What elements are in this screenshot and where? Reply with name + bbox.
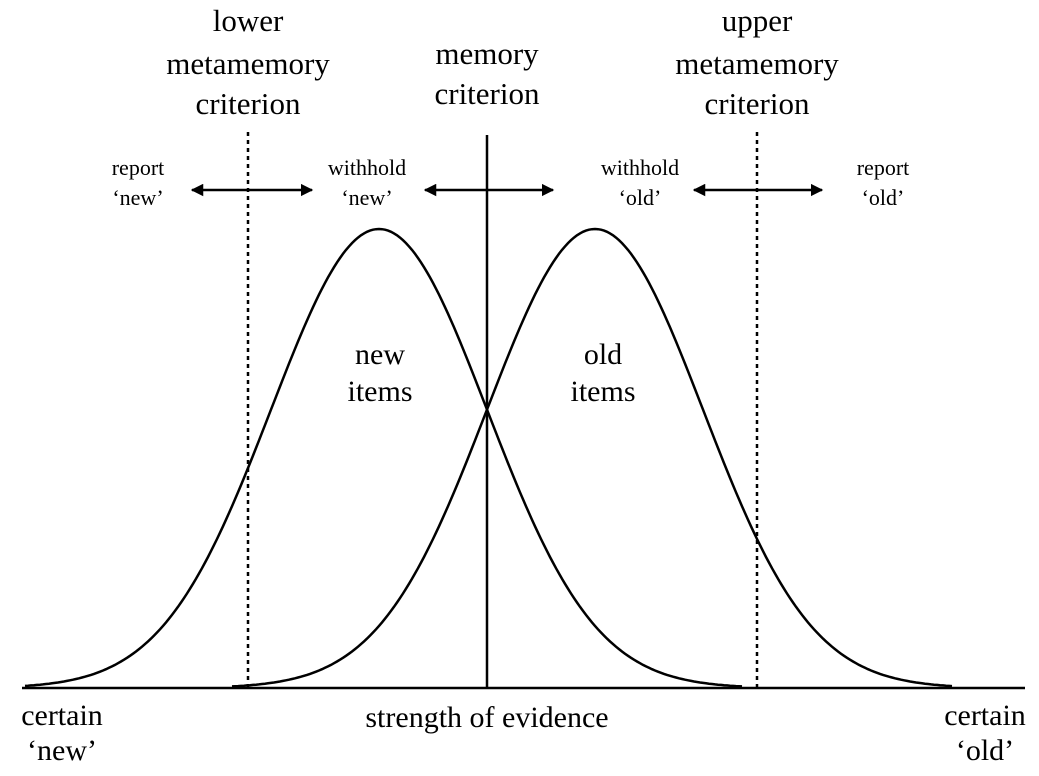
region-label: report	[112, 155, 165, 180]
axis-label: strength of evidence	[365, 701, 608, 734]
region-label: ‘new’	[112, 185, 163, 210]
region-label: withhold	[601, 155, 679, 180]
criterion-label: criterion	[704, 86, 810, 121]
axis-end-label: certain	[21, 699, 103, 732]
region-label: ‘new’	[341, 185, 392, 210]
region-label: report	[857, 155, 910, 180]
distribution-label: items	[571, 375, 636, 408]
axis-end-label: ‘old’	[956, 734, 1014, 767]
axis-end-label: certain	[944, 699, 1026, 732]
distribution-label: items	[348, 375, 413, 408]
criterion-label: upper	[722, 3, 793, 38]
distribution-label: new	[355, 338, 405, 371]
criterion-label: metamemory	[675, 46, 839, 81]
old-items-curve	[231, 227, 953, 688]
axis-end-label: ‘new’	[27, 734, 97, 767]
distribution-label: old	[584, 338, 622, 371]
criterion-label: metamemory	[166, 46, 330, 81]
criterion-label: criterion	[434, 76, 540, 111]
region-label: withhold	[328, 155, 406, 180]
criterion-label: criterion	[195, 86, 301, 121]
region-label: ‘old’	[619, 185, 662, 210]
criterion-label: lower	[213, 3, 284, 38]
region-label: ‘old’	[862, 185, 905, 210]
new-items-curve	[24, 227, 743, 688]
criterion-label: memory	[435, 36, 539, 71]
